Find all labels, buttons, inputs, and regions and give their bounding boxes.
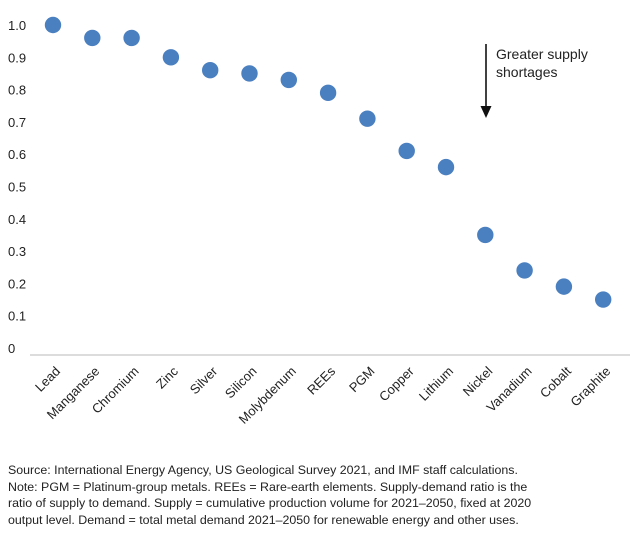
- note-line-1: Note: PGM = Platinum-group metals. REEs …: [8, 479, 528, 494]
- y-tick-label: 0.6: [8, 147, 26, 162]
- y-tick-label: 0.9: [8, 50, 26, 65]
- y-axis-ticks: 0 0.1 0.2 0.3 0.4 0.5 0.6 0.7 0.8 0.9 1.0: [8, 18, 26, 356]
- x-tick-label: Copper: [376, 363, 417, 404]
- data-point: [162, 49, 180, 66]
- x-tick-label: Lithium: [416, 364, 456, 404]
- data-point: [202, 62, 219, 79]
- shortage-annotation: Greater supply shortages: [480, 44, 588, 118]
- data-point: [44, 16, 62, 34]
- y-tick-label: 0: [8, 341, 15, 356]
- annotation-line-1: Greater supply: [496, 46, 588, 62]
- data-points: [44, 16, 612, 308]
- data-point: [123, 29, 140, 47]
- data-point: [280, 71, 297, 89]
- data-point: [241, 65, 258, 82]
- data-point: [398, 142, 415, 160]
- data-point: [84, 29, 101, 47]
- y-tick-label: 0.1: [8, 309, 26, 324]
- annotation-arrow-head: [480, 106, 492, 118]
- data-point: [595, 291, 612, 308]
- y-tick-label: 0.8: [8, 83, 26, 98]
- y-tick-label: 0.7: [8, 115, 26, 130]
- y-tick-label: 1.0: [8, 18, 26, 33]
- y-tick-label: 0.3: [8, 244, 26, 259]
- x-tick-label: Graphite: [567, 364, 613, 410]
- x-tick-label: Cobalt: [537, 363, 574, 400]
- source-note: Source: International Energy Agency, US …: [8, 463, 518, 477]
- data-point: [319, 84, 337, 102]
- note-line-3: output level. Demand = total metal deman…: [8, 512, 519, 527]
- data-point: [477, 226, 494, 244]
- x-tick-label: Zinc: [153, 363, 181, 391]
- x-tick-label: Silicon: [222, 364, 260, 402]
- annotation-line-2: shortages: [496, 64, 557, 80]
- note-line-2: ratio of supply to demand. Supply = cumu…: [8, 496, 532, 510]
- x-tick-label: Lead: [32, 364, 63, 395]
- data-point: [555, 278, 573, 295]
- y-tick-label: 0.5: [8, 180, 26, 195]
- supply-demand-chart: 0 0.1 0.2 0.3 0.4 0.5 0.6 0.7 0.8 0.9 1.0 LeadMang…: [8, 16, 630, 427]
- y-tick-label: 0.2: [8, 276, 26, 291]
- x-tick-label: REEs: [304, 363, 338, 397]
- chart-notes: Source: International Energy Agency, US …: [8, 462, 638, 528]
- y-tick-label: 0.4: [8, 212, 26, 227]
- data-point: [437, 158, 455, 176]
- x-tick-label: Nickel: [460, 363, 496, 399]
- data-point: [516, 262, 533, 279]
- x-tick-label: Silver: [187, 363, 221, 397]
- x-tick-label: PGM: [346, 364, 378, 396]
- data-point: [359, 110, 376, 127]
